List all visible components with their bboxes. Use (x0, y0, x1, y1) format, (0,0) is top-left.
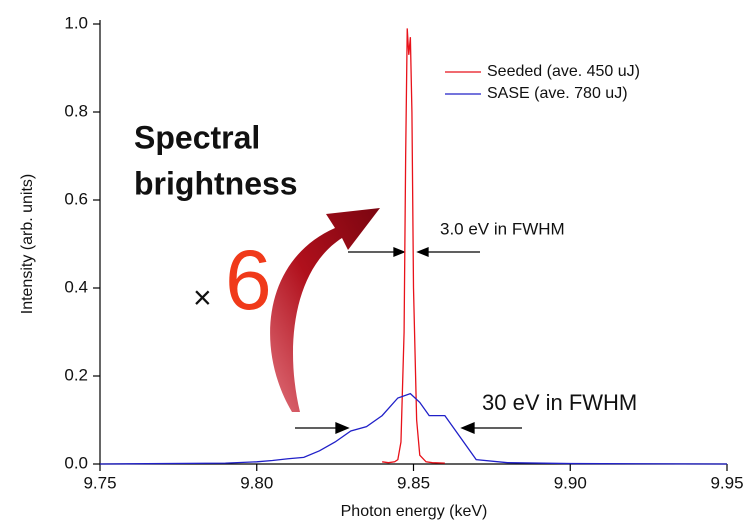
annotation: brightness (134, 165, 298, 201)
x-tick-label: 9.80 (240, 473, 273, 492)
brightness-arrow (270, 208, 380, 412)
fwhm-arrows (295, 247, 522, 434)
legend-label: Seeded (ave. 450 uJ) (487, 63, 640, 80)
y-tick-label: 0.4 (64, 277, 88, 296)
series-line (99, 392, 728, 465)
y-tick-label: 0.6 (64, 189, 88, 208)
annotation: 3.0 eV in FWHM (440, 219, 565, 238)
x-tick-label: 9.95 (710, 473, 743, 492)
legend-label: SASE (ave. 780 uJ) (487, 85, 628, 102)
x-tick-label: 9.75 (83, 473, 116, 492)
x-axis-label: Photon energy (keV) (341, 503, 488, 520)
annotation: Spectral (134, 119, 260, 155)
y-tick-label: 0.2 (64, 365, 88, 384)
y-axis-label: Intensity (arb. units) (19, 174, 36, 315)
series-line (382, 28, 445, 464)
y-tick-label: 1.0 (64, 13, 88, 32)
annotation: 6 (225, 233, 272, 327)
annotation: × (193, 279, 212, 315)
y-tick-label: 0.8 (64, 101, 88, 120)
x-tick-label: 9.85 (397, 473, 430, 492)
y-tick-label: 0.0 (64, 453, 88, 472)
x-tick-label: 9.90 (554, 473, 587, 492)
annotation: 30 eV in FWHM (482, 390, 637, 415)
